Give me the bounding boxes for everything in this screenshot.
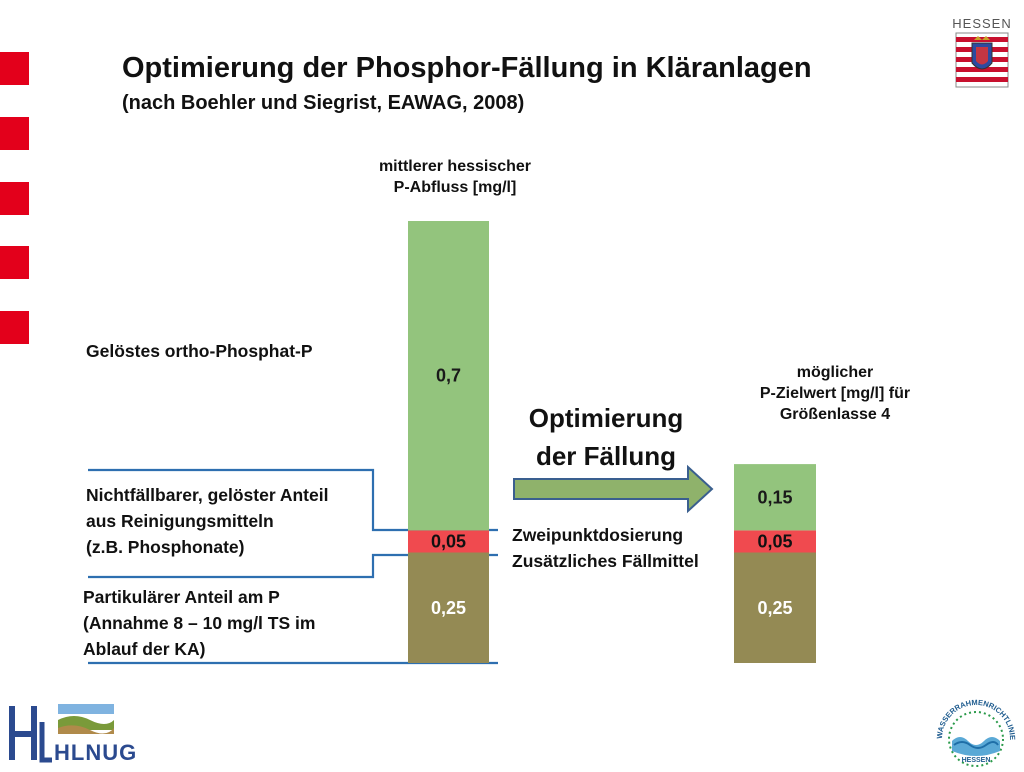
bar-segment (408, 530, 489, 553)
right-bar-header: möglicher P-Zielwert [mg/l] für Größenla… (725, 362, 945, 425)
right-header-line: Größenlasse 4 (779, 406, 891, 423)
accent-square (0, 246, 29, 279)
left-header-line: P-Abfluss [mg/l] (393, 179, 517, 196)
bar-value-label: 0,7 (436, 366, 461, 386)
bar-segment (408, 552, 489, 663)
label-line: (Annahme 8 – 10 mg/l TS im (83, 613, 316, 633)
measure-line: Zweipunktdosierung (512, 525, 684, 545)
bar-value-label: 0,25 (431, 598, 466, 618)
accent-square (0, 117, 29, 150)
hlnug-text: HLNUG (54, 740, 138, 765)
wfd-logo: WASSERRAHMENRICHTLINIE HESSEN (932, 695, 1020, 767)
bar-segment (734, 464, 816, 531)
wfd-state-text: HESSEN (961, 757, 991, 764)
hessen-coat-of-arms-icon (955, 32, 1009, 88)
right-header-line: P-Zielwert [mg/l] für (759, 385, 911, 402)
optimization-arrow-icon (513, 464, 714, 514)
bar-value-label: 0,15 (757, 487, 792, 507)
label-line: Partikulärer Anteil am P (83, 587, 280, 607)
optimization-line: der Fällung (535, 441, 677, 471)
accent-square (0, 52, 29, 85)
hlnug-emblem-icon (9, 704, 114, 763)
bar-segment (734, 530, 816, 553)
accent-square (0, 311, 29, 344)
measures-caption: Zweipunktdosierung Zusätzliches Fällmitt… (512, 522, 699, 574)
bar-value-label: 0,25 (757, 598, 792, 618)
label-line: aus Reinigungsmitteln (86, 511, 274, 531)
label-line: (z.B. Phosphonate) (86, 537, 245, 557)
left-header-line: mittlerer hessischer (378, 158, 532, 175)
bar-segment (734, 552, 816, 663)
bar-value-label: 0,05 (431, 531, 466, 551)
hessen-logo: HESSEN (950, 16, 1014, 92)
measure-line: Zusätzliches Fällmittel (512, 551, 699, 571)
wfd-emblem-icon: WASSERRAHMENRICHTLINIE (935, 698, 1017, 767)
hessen-logo-text: HESSEN (952, 16, 1012, 31)
label-line: Ablauf der KA) (83, 639, 206, 659)
accent-square (0, 182, 29, 215)
slide-subtitle: (nach Boehler und Siegrist, EAWAG, 2008) (122, 92, 525, 114)
slide-title: Optimierung der Phosphor-Fällung in Klär… (122, 52, 812, 84)
right-header-line: möglicher (796, 364, 874, 381)
bar-value-label: 0,05 (757, 531, 792, 551)
orthophosphate-label: Gelöstes ortho-Phosphat-P (86, 341, 313, 361)
hlnug-logo: HLNUG (4, 700, 136, 765)
left-bar-header: mittlerer hessischer P-Abfluss [mg/l] (345, 156, 565, 198)
particulate-label: Partikulärer Anteil am P (Annahme 8 – 10… (83, 584, 315, 662)
label-line: Nichtfällbarer, gelöster Anteil (86, 485, 329, 505)
nonprecipitable-label: Nichtfällbarer, gelöster Anteil aus Rein… (86, 482, 328, 560)
optimization-line: Optimierung (528, 403, 684, 433)
optimization-caption: Optimierung der Fällung (506, 399, 706, 475)
bar-segment (408, 221, 489, 531)
